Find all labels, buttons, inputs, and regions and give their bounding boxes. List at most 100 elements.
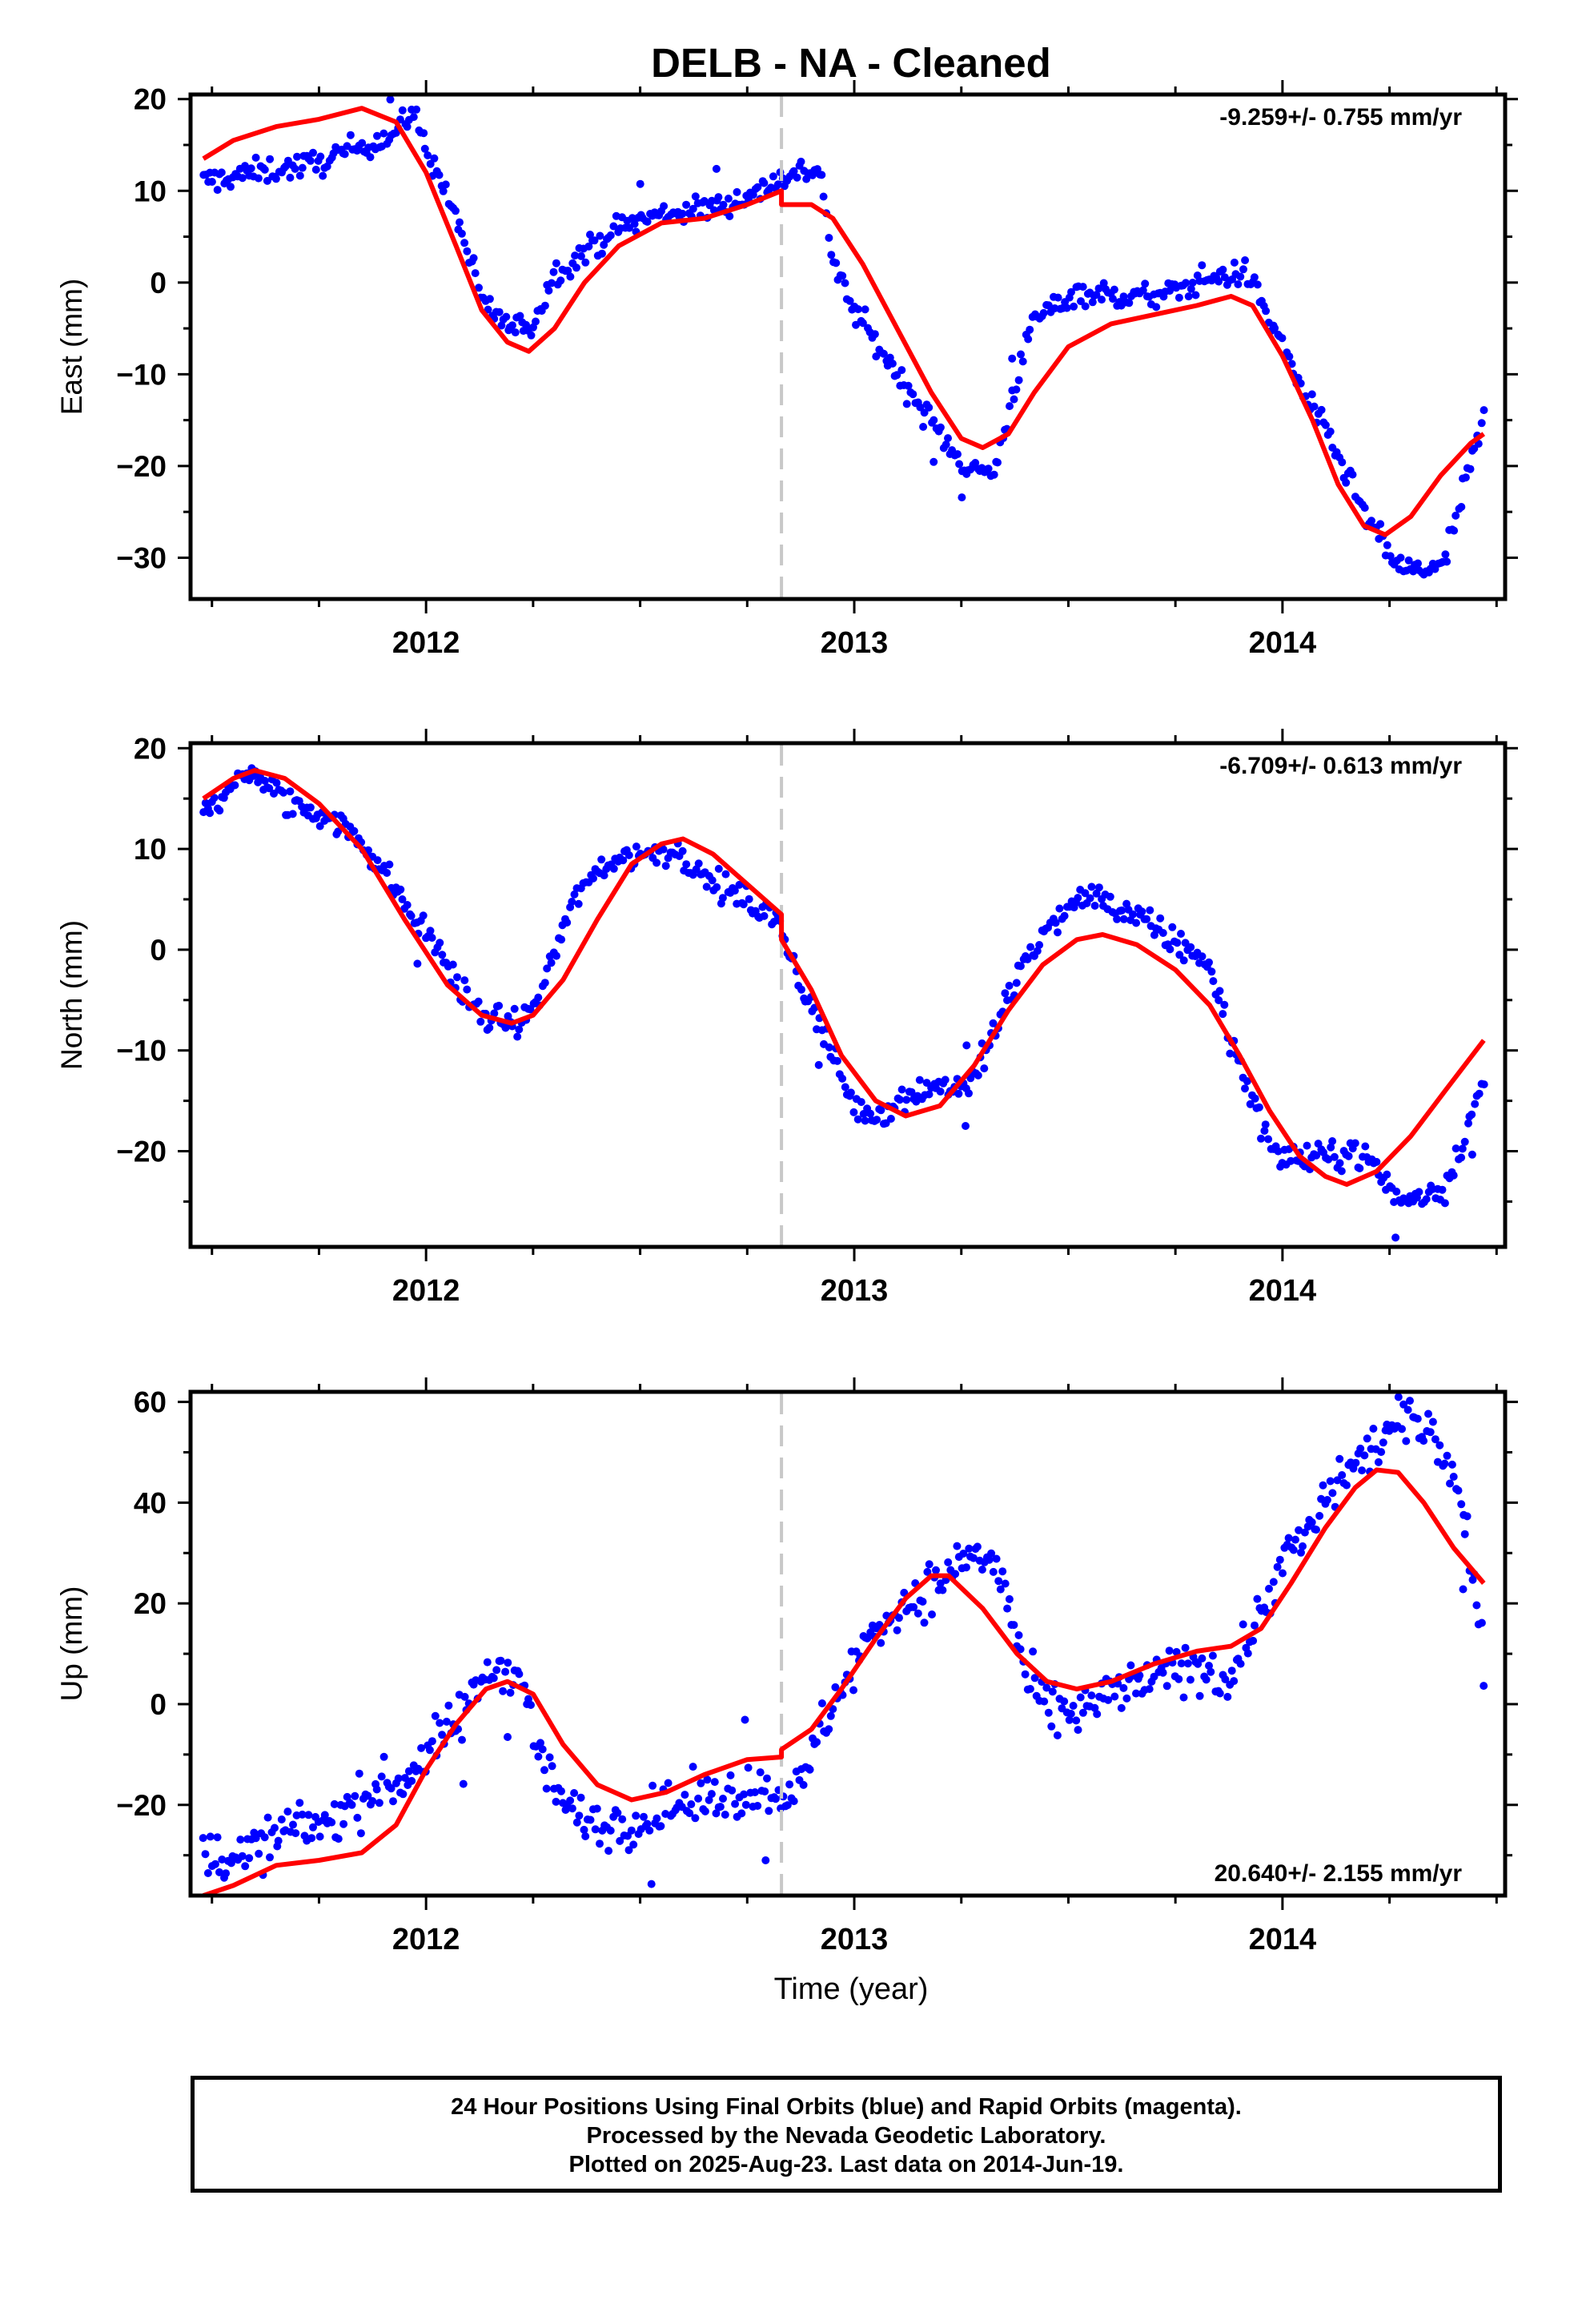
data-point — [286, 173, 295, 182]
data-point — [613, 1808, 622, 1817]
data-point — [685, 1809, 694, 1818]
data-point — [413, 959, 422, 968]
data-point — [687, 1800, 696, 1808]
data-point — [725, 212, 734, 220]
data-point — [785, 1780, 794, 1789]
y-tick-label: −20 — [116, 1789, 167, 1822]
data-point — [691, 1814, 700, 1823]
data-point — [556, 276, 565, 285]
data-point — [1054, 928, 1062, 937]
data-point — [399, 1790, 408, 1799]
y-tick-label: 60 — [134, 1386, 167, 1419]
data-point — [846, 1088, 855, 1097]
data-point — [409, 113, 418, 122]
data-point — [435, 171, 444, 179]
data-point — [1177, 930, 1185, 938]
data-point — [215, 1868, 223, 1876]
data-point — [1016, 962, 1025, 971]
data-point — [404, 1767, 413, 1775]
data-point — [760, 179, 769, 187]
data-point — [351, 1791, 359, 1800]
data-point — [1098, 296, 1106, 304]
data-point — [930, 416, 938, 424]
data-point — [534, 993, 543, 1002]
data-point — [813, 1738, 821, 1747]
data-point — [1182, 279, 1191, 287]
data-point — [1431, 1435, 1439, 1444]
data-point — [1458, 1144, 1467, 1153]
data-point — [1376, 520, 1385, 529]
data-point — [827, 251, 836, 259]
data-point — [1360, 1451, 1369, 1460]
data-point — [574, 899, 583, 908]
data-point — [408, 1776, 416, 1785]
data-point — [953, 1542, 962, 1550]
data-point — [218, 1856, 227, 1864]
data-point — [870, 330, 879, 339]
data-point — [853, 1115, 862, 1124]
data-point — [490, 1009, 499, 1018]
data-point — [1104, 1695, 1113, 1704]
data-point — [306, 803, 315, 812]
data-point — [1300, 1528, 1309, 1537]
data-point — [575, 1811, 584, 1820]
data-point — [965, 1089, 973, 1098]
data-point — [849, 1686, 857, 1695]
data-point — [689, 1763, 697, 1771]
data-point — [485, 295, 494, 304]
data-point — [1239, 265, 1247, 274]
data-point — [1030, 1674, 1039, 1683]
data-point — [527, 331, 536, 340]
data-point — [904, 381, 913, 390]
data-point — [298, 163, 307, 172]
data-point — [1035, 941, 1044, 949]
data-point — [708, 876, 717, 885]
data-point — [1355, 1164, 1364, 1172]
data-point — [330, 1799, 339, 1808]
data-point — [1110, 285, 1118, 294]
data-point — [1198, 952, 1207, 961]
data-point — [1291, 1535, 1299, 1544]
data-point — [339, 1819, 348, 1828]
data-point — [483, 1658, 492, 1667]
data-point — [1174, 1675, 1183, 1683]
data-point — [1253, 280, 1262, 289]
footer-box: 24 Hour Positions Using Final Orbits (bl… — [191, 2076, 1502, 2193]
data-point — [1202, 1675, 1211, 1684]
data-point — [817, 1699, 826, 1707]
data-point — [1026, 1685, 1034, 1693]
data-point — [1048, 1687, 1057, 1696]
data-point — [600, 871, 608, 880]
data-point — [1166, 945, 1174, 954]
data-point — [1001, 1579, 1010, 1588]
data-point — [1024, 335, 1033, 344]
data-point — [640, 1812, 648, 1821]
data-point — [1287, 360, 1296, 368]
data-point — [737, 1809, 746, 1818]
data-point — [1165, 1647, 1174, 1655]
data-point — [1194, 1659, 1203, 1668]
data-point — [1404, 556, 1413, 565]
data-point — [909, 1602, 918, 1611]
data-point — [1122, 1694, 1131, 1703]
data-point — [721, 870, 730, 879]
data-point — [1402, 1437, 1411, 1445]
data-point — [1188, 279, 1197, 287]
data-point — [544, 286, 553, 295]
data-point — [853, 305, 862, 314]
data-point — [1440, 1199, 1449, 1208]
data-point — [1315, 1511, 1324, 1520]
data-point — [572, 1818, 581, 1827]
data-point — [271, 1823, 279, 1832]
data-point — [1173, 939, 1182, 947]
data-point — [1399, 1400, 1408, 1409]
data-point — [511, 328, 520, 337]
data-point — [678, 846, 687, 855]
data-point — [1236, 1659, 1245, 1668]
data-point — [1477, 419, 1486, 428]
data-point — [1419, 1437, 1428, 1445]
data-point — [721, 1811, 729, 1819]
data-point — [1078, 1708, 1087, 1717]
data-point — [1449, 1171, 1458, 1180]
data-point — [499, 1687, 508, 1695]
